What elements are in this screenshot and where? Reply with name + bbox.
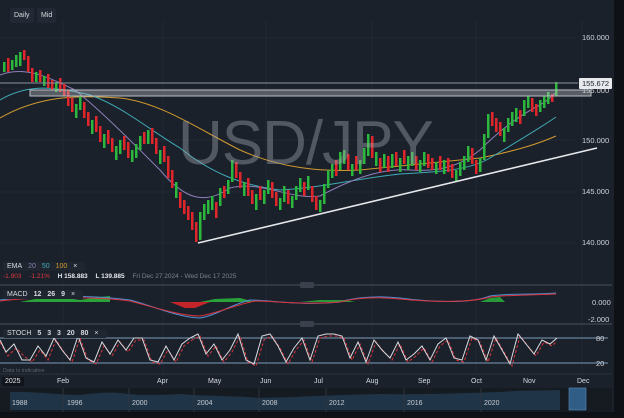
navigator-year: 2020 — [484, 400, 500, 407]
price-axis-label: 150.000 — [582, 136, 610, 145]
month-label: Apr — [157, 378, 168, 385]
candlesticks[interactable] — [3, 50, 558, 242]
navigator-year: 2016 — [407, 400, 423, 407]
ema-legend[interactable]: EMA 20 50 100 × — [3, 262, 86, 271]
ema20-line — [0, 71, 557, 199]
stoch-legend[interactable]: STOCH 5 3 3 20 80 × — [3, 329, 107, 338]
stoch-param: 3 — [47, 330, 52, 337]
macd-slow: 26 — [47, 291, 56, 298]
period-high: H 158.883 — [57, 273, 88, 280]
bottom-border — [0, 412, 624, 418]
macd-legend-name: MACD — [7, 291, 28, 298]
month-label: Sep — [418, 378, 431, 385]
month-label: Feb — [57, 378, 70, 385]
navigator-year: 2012 — [329, 400, 345, 407]
month-label: May — [208, 378, 222, 385]
price-info-bar: -1.903 -1.21% H 158.883 L 139.885 Fri De… — [3, 273, 242, 280]
symbol-watermark: USD/JPY — [178, 109, 434, 178]
macd-signal: 9 — [61, 291, 65, 298]
period-low: L 139.885 — [95, 273, 125, 280]
resistance-zone[interactable] — [29, 89, 592, 97]
stoch-param: 5 — [37, 330, 42, 337]
navigator-year: 1988 — [12, 400, 28, 407]
navigator-year: 1996 — [67, 400, 83, 407]
change-value: -1.903 — [3, 273, 22, 280]
macd-legend[interactable]: MACD 12 26 9 × — [3, 290, 84, 299]
stoch-axis-label: 20 — [596, 359, 605, 368]
price-axis-label: 160.000 — [582, 33, 610, 42]
macd-axis-label: 0.000 — [592, 298, 611, 307]
pane-resize-handle[interactable] — [300, 282, 314, 288]
macd-close-icon[interactable]: × — [70, 291, 76, 298]
macd-axis-label: -2.000 — [588, 315, 610, 324]
stoch-param: 3 — [57, 330, 61, 337]
month-label: Jul — [314, 378, 323, 385]
disclaimer-text: Data is indicative — [3, 368, 45, 374]
ema20-period: 20 — [28, 263, 36, 270]
ema50-period: 50 — [41, 263, 50, 270]
price-axis-label: 140.000 — [582, 238, 610, 247]
ema-close-icon[interactable]: × — [73, 263, 78, 270]
macd-line — [0, 292, 557, 319]
last-price-tag: 155.672 — [579, 78, 612, 89]
month-label: Jun — [260, 378, 272, 385]
price-axis-label: 145.000 — [582, 187, 610, 196]
stoch-close-icon[interactable]: × — [94, 330, 99, 337]
ema100-period: 100 — [55, 263, 68, 270]
month-label: Dec — [577, 378, 590, 385]
macd-fast: 12 — [33, 291, 42, 298]
ema50-line — [0, 87, 557, 191]
navigator-history-area — [10, 390, 560, 410]
ema-legend-name: EMA — [7, 263, 23, 270]
navigator-selection-window[interactable] — [568, 387, 587, 411]
navigator-year: 2000 — [132, 400, 148, 407]
timeframe-daily-button[interactable]: Daily — [10, 8, 34, 23]
macd-signal-line — [0, 293, 557, 317]
support-trendline[interactable] — [197, 147, 598, 244]
stoch-axis-label: 80 — [596, 334, 605, 343]
change-percent: -1.21% — [29, 273, 50, 280]
pane-resize-handle[interactable] — [300, 321, 314, 327]
grid — [0, 20, 583, 374]
right-border — [614, 0, 624, 418]
stoch-d-line — [0, 334, 557, 368]
price-axis-label: 155.000 — [582, 86, 610, 95]
macd-histogram — [0, 296, 505, 308]
navigator-year: 2004 — [197, 400, 213, 407]
month-label: Nov — [523, 378, 536, 385]
stoch-param: 20 — [66, 330, 75, 337]
navigator-year: 2008 — [262, 400, 278, 407]
month-label: Oct — [471, 378, 482, 385]
month-label: Aug — [366, 378, 379, 385]
year-label: 2025 — [2, 377, 24, 386]
mid-price-button[interactable]: Mid — [37, 8, 57, 23]
date-range: Fri Dec 27 2024 - Wed Dec 17 2025 — [132, 273, 237, 280]
stoch-legend-name: STOCH — [7, 330, 32, 337]
stoch-k-line — [0, 332, 558, 366]
stoch-param: 80 — [80, 330, 89, 337]
